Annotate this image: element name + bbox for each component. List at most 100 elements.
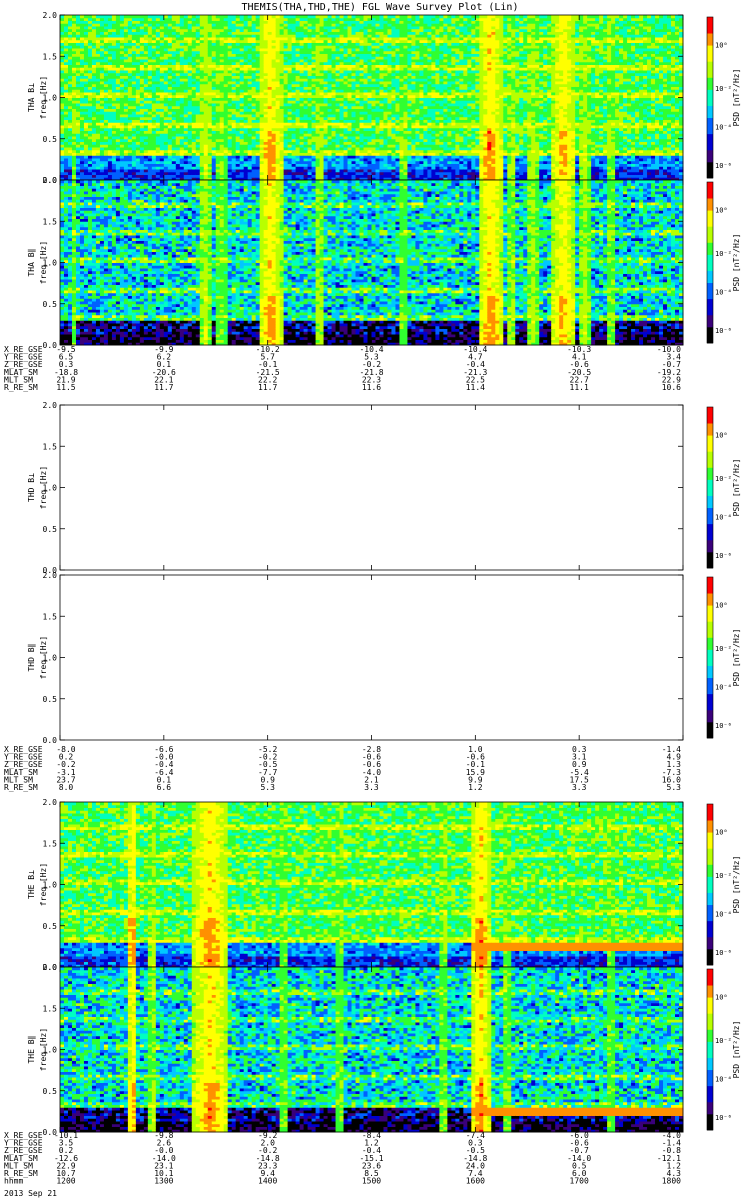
- y-tick-label: 2.0: [43, 571, 58, 580]
- colorbar-tick-label: 10⁻²: [715, 645, 732, 653]
- freq-axis-label: freq [Hz]: [39, 636, 48, 679]
- date-label: 2013 Sep 21: [4, 1189, 57, 1198]
- ephemeris-value: 3.3: [364, 783, 379, 792]
- panel-label: THD B∥: [27, 643, 36, 671]
- freq-axis-label: freq [Hz]: [39, 863, 48, 906]
- ephemeris-value: 6.6: [157, 783, 172, 792]
- ephemeris-row-label: R_RE_SM: [4, 383, 38, 392]
- ephemeris-row-label: R_RE_SM: [4, 783, 38, 792]
- y-tick-label: 1.5: [43, 217, 58, 226]
- ephemeris-table-tha: X_RE_GSE -9.5 -9.9 -10.2 -10.4 -10.4 -10.3 -10.…: [4, 345, 681, 392]
- colorbar: 10⁰ 10⁻² 10⁻⁴ 10⁻⁶ PSD [nT²/Hz]: [707, 969, 741, 1130]
- colorbar-label: PSD [nT²/Hz]: [732, 629, 741, 687]
- colorbar-tick-label: 10⁻²: [715, 1037, 732, 1045]
- ephemeris-value: 5.3: [667, 783, 682, 792]
- y-tick-label: 2.0: [43, 798, 58, 807]
- colorbar: 10⁰ 10⁻² 10⁻⁴ 10⁻⁶ PSD [nT²/Hz]: [707, 407, 741, 568]
- heatmap-cells: [60, 802, 684, 968]
- y-tick-label: 0.5: [43, 922, 58, 931]
- colorbar-tick-label: 10⁻⁴: [715, 513, 732, 521]
- ephemeris-table-the: X_RE_GSE -10.1 -9.8 -9.2 -8.4 -7.4 -6.0 -4.0Y_R…: [4, 1131, 681, 1186]
- ephemeris-value: 1200: [56, 1177, 75, 1186]
- colorbar-label: PSD [nT²/Hz]: [732, 234, 741, 292]
- panel-frame: [60, 575, 683, 740]
- y-tick-label: 1.5: [43, 1004, 58, 1013]
- ephemeris-value: 8.0: [59, 783, 74, 792]
- colorbar-tick-label: 10⁻⁴: [715, 683, 732, 691]
- freq-axis-label: freq [Hz]: [39, 466, 48, 509]
- colorbar-label: PSD [nT²/Hz]: [732, 69, 741, 127]
- ephemeris-value: 1700: [570, 1177, 589, 1186]
- ephemeris-value: 11.7: [258, 383, 277, 392]
- colorbar-tick-label: 10⁰: [715, 206, 728, 214]
- y-tick-label: 2.0: [43, 176, 58, 185]
- ephemeris-value: 11.4: [466, 383, 485, 392]
- colorbar-tick-label: 10⁻⁶: [715, 327, 732, 335]
- ephemeris-value: 1400: [258, 1177, 277, 1186]
- panel-label: THE B∥: [27, 1035, 36, 1063]
- ephemeris-value: 1.2: [468, 783, 483, 792]
- heatmap-cells: [60, 15, 684, 181]
- y-tick-label: 0.5: [43, 300, 58, 309]
- panel-label: THA B∥: [27, 248, 36, 276]
- colorbar-tick-label: 10⁻²: [715, 85, 732, 93]
- colorbar-tick-label: 10⁻⁴: [715, 910, 732, 918]
- ephemeris-value: 1600: [466, 1177, 485, 1186]
- heatmap-cells: [60, 967, 684, 1133]
- colorbar-label: PSD [nT²/Hz]: [732, 459, 741, 517]
- y-tick-label: 1.5: [43, 52, 58, 61]
- colorbar-tick-label: 10⁰: [715, 431, 728, 439]
- colorbar-tick-label: 10⁻⁴: [715, 288, 732, 296]
- colorbar-tick-label: 10⁰: [715, 828, 728, 836]
- ephemeris-value: 5.3: [260, 783, 275, 792]
- freq-axis-label: freq [Hz]: [39, 1028, 48, 1071]
- colorbar-tick-label: 10⁻⁶: [715, 162, 732, 170]
- y-tick-label: 0.5: [43, 525, 58, 534]
- colorbar-tick-label: 10⁻⁶: [715, 722, 732, 730]
- ephemeris-value: 11.6: [362, 383, 381, 392]
- colorbar-tick-label: 10⁻²: [715, 475, 732, 483]
- freq-axis-label: freq [Hz]: [39, 241, 48, 284]
- colorbar-tick-label: 10⁻⁴: [715, 123, 732, 131]
- colorbar-tick-label: 10⁻⁶: [715, 949, 732, 957]
- ephemeris-table-thd: X_RE_GSE -8.0 -6.6 -5.2 -2.8 1.0 0.3 -1.4Y_RE_G…: [4, 745, 681, 792]
- y-tick-label: 2.0: [43, 11, 58, 20]
- freq-axis-label: freq [Hz]: [39, 76, 48, 119]
- colorbar-label: PSD [nT²/Hz]: [732, 856, 741, 914]
- ephemeris-value: 10.6: [662, 383, 681, 392]
- ephemeris-value: 3.3: [572, 783, 587, 792]
- ephemeris-value: 11.1: [570, 383, 589, 392]
- y-tick-label: 0.0: [43, 341, 58, 350]
- y-tick-label: 2.0: [43, 401, 58, 410]
- colorbar-tick-label: 10⁰: [715, 993, 728, 1001]
- colorbar-label: PSD [nT²/Hz]: [732, 1021, 741, 1079]
- y-tick-label: 0.0: [43, 736, 58, 745]
- panel-label: THE B⊥: [27, 870, 36, 899]
- colorbar-tick-label: 10⁰: [715, 601, 728, 609]
- panel-label: THD B⊥: [27, 473, 36, 502]
- colorbar-tick-label: 10⁻⁶: [715, 1114, 732, 1122]
- y-tick-label: 0.5: [43, 1087, 58, 1096]
- ephemeris-value: 1500: [362, 1177, 381, 1186]
- colorbar-tick-label: 10⁻⁴: [715, 1075, 732, 1083]
- y-tick-label: 1.5: [43, 612, 58, 621]
- y-tick-label: 1.5: [43, 839, 58, 848]
- colorbar: 10⁰ 10⁻² 10⁻⁴ 10⁻⁶ PSD [nT²/Hz]: [707, 577, 741, 738]
- ephemeris-value: 11.7: [154, 383, 173, 392]
- colorbar-tick-label: 10⁻⁶: [715, 552, 732, 560]
- ephemeris-value: 1300: [154, 1177, 173, 1186]
- ephemeris-row-label: hhmm: [4, 1177, 23, 1186]
- y-tick-label: 1.5: [43, 442, 58, 451]
- y-tick-label: 0.5: [43, 695, 58, 704]
